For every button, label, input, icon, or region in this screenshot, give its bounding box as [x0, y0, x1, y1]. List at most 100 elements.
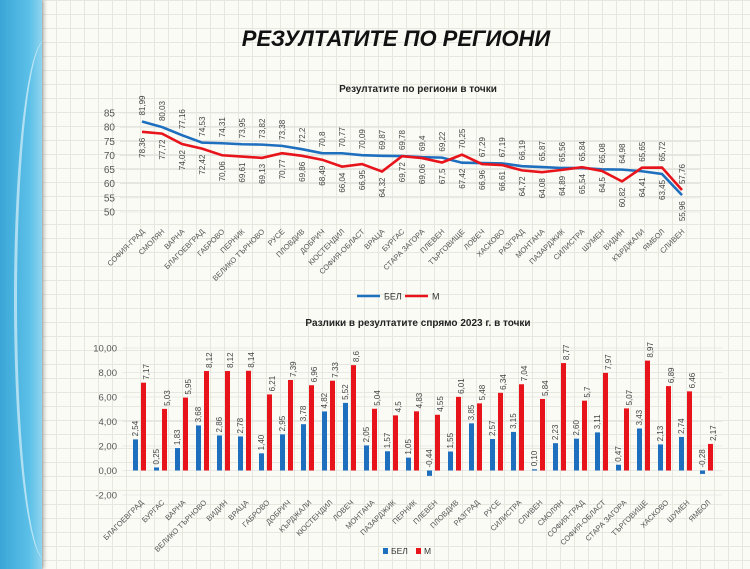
data-label: 69,61 — [238, 162, 247, 183]
line-chart-title: Резултатите по региони в точки — [339, 84, 497, 95]
data-label: 2,23 — [551, 424, 560, 440]
data-label: 73,82 — [258, 118, 267, 139]
data-label: 6,21 — [268, 375, 277, 391]
data-label: 4,5 — [394, 401, 403, 413]
data-label: 64,98 — [618, 143, 627, 164]
data-label: 66,04 — [338, 172, 347, 193]
data-label: 67,5 — [438, 168, 447, 184]
bar-m — [645, 360, 650, 471]
data-label: 7,04 — [520, 365, 529, 381]
y-tick-label: 70 — [104, 151, 116, 162]
data-label: 72,42 — [198, 154, 207, 175]
data-label: 65,84 — [578, 141, 587, 162]
data-label: 65,72 — [658, 141, 667, 162]
data-label: 81,99 — [138, 95, 147, 116]
bar-bel — [595, 432, 600, 471]
bar-m — [414, 411, 419, 471]
bar-bel — [154, 467, 159, 471]
data-label: -0,28 — [698, 449, 707, 468]
bar-bel — [574, 438, 579, 471]
x-category-label: БЛАГОЕВГРАД — [101, 498, 145, 542]
data-label: 64,89 — [558, 175, 567, 196]
bar-m — [435, 414, 440, 471]
data-label: 7,17 — [142, 364, 151, 380]
data-label: 3,15 — [509, 413, 518, 429]
bar-m — [309, 385, 314, 471]
data-label: 2,60 — [572, 420, 581, 436]
data-label: 2,17 — [709, 425, 718, 441]
data-label: 77,72 — [158, 139, 167, 160]
bar-bel — [616, 464, 621, 471]
bar-m — [267, 394, 272, 471]
legend-bel-label: БЕЛ — [391, 546, 408, 556]
data-label: 70,06 — [218, 161, 227, 182]
data-label: 6,96 — [310, 366, 319, 382]
data-label: 69,13 — [258, 163, 267, 184]
legend-m-swatch — [416, 548, 421, 554]
data-label: 60,82 — [618, 187, 627, 208]
bar-bel — [301, 424, 306, 471]
data-label: 8,12 — [205, 352, 214, 368]
data-label: 3,85 — [467, 404, 476, 420]
bar-bel — [196, 425, 201, 471]
data-label: 69,72 — [398, 162, 407, 183]
data-label: 2,78 — [236, 417, 245, 433]
bar-bel — [427, 470, 432, 476]
data-label: 69,87 — [378, 129, 387, 150]
data-label: 2,54 — [131, 420, 140, 436]
bar-bel — [448, 451, 453, 471]
bar-bel — [700, 470, 705, 474]
y-tick-label: 0,00 — [99, 466, 118, 477]
data-label: 2,74 — [677, 418, 686, 434]
x-category-label: БУРГАС — [140, 498, 167, 525]
data-label: 74,02 — [178, 150, 187, 171]
data-label: 65,08 — [598, 143, 607, 164]
bar-bel — [406, 457, 411, 471]
data-label: 8,97 — [646, 341, 655, 357]
bar-m — [687, 391, 692, 471]
bar-bel — [532, 469, 537, 471]
y-tick-label: 10,00 — [93, 344, 117, 355]
data-label: 5,7 — [583, 386, 592, 398]
data-label: 67,19 — [498, 137, 507, 158]
data-label: 65,54 — [578, 174, 587, 195]
y-tick-label: 8,00 — [99, 368, 118, 379]
data-label: 1,05 — [404, 439, 413, 455]
y-tick-label: 60 — [104, 179, 116, 190]
data-label: 8,12 — [226, 352, 235, 368]
data-label: 3,68 — [194, 406, 203, 422]
data-label: 65,65 — [638, 141, 647, 162]
bar-bel — [280, 434, 285, 471]
data-label: 65,56 — [558, 141, 567, 162]
bar-m — [288, 379, 293, 471]
data-label: 7,39 — [289, 361, 298, 377]
data-label: 55,96 — [678, 201, 687, 222]
bar-bel — [343, 402, 348, 471]
x-category-label: ЯМБОЛ — [687, 498, 713, 524]
data-label: 70,8 — [318, 131, 327, 147]
data-label: 4,83 — [415, 392, 424, 408]
legend-bel-swatch — [383, 548, 388, 554]
data-label: 1,55 — [446, 432, 455, 448]
data-label: 73,95 — [238, 118, 247, 139]
bar-bel — [133, 439, 138, 471]
bar-m — [519, 384, 524, 471]
data-label: 63,45 — [658, 179, 667, 200]
bar-bel — [259, 453, 264, 471]
y-tick-label: 6,00 — [99, 393, 118, 404]
y-tick-label: -2,00 — [95, 491, 117, 502]
bar-bel — [469, 423, 474, 471]
bar-m — [351, 365, 356, 471]
data-label: 74,31 — [218, 117, 227, 138]
x-category-label: ШУМЕН — [665, 498, 691, 524]
bar-m — [225, 371, 230, 471]
data-label: 1,57 — [383, 432, 392, 448]
decorative-side-strip — [0, 0, 42, 569]
data-label: 5,84 — [541, 380, 550, 396]
data-label: 70,77 — [338, 127, 347, 148]
bar-m — [540, 398, 545, 471]
bar-bel — [637, 428, 642, 471]
bar-bel — [175, 448, 180, 471]
data-label: 5,52 — [341, 384, 350, 400]
y-tick-label: 55 — [104, 193, 116, 204]
